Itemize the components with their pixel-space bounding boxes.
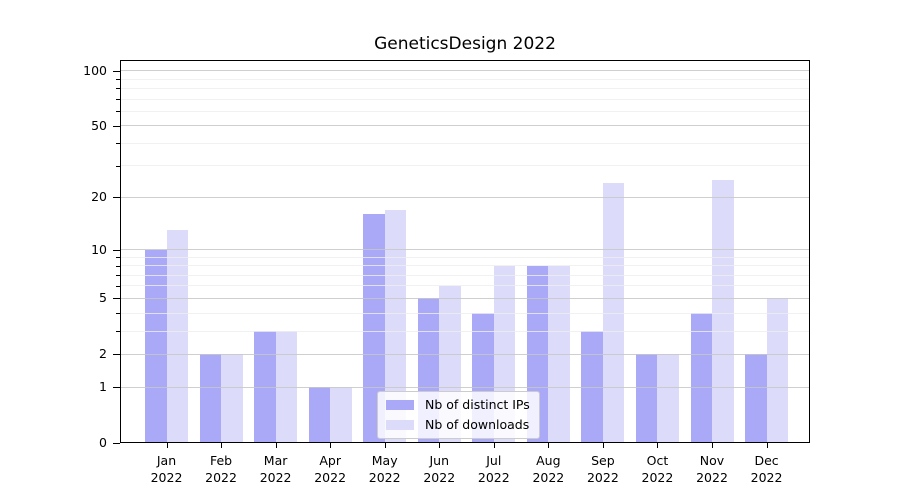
y-tick-label: 20 <box>91 189 107 205</box>
y-gridline-major <box>121 70 809 72</box>
y-tick-label: 5 <box>99 290 107 306</box>
x-tick-mark <box>384 443 386 448</box>
bar-oct-downloads <box>657 354 679 443</box>
y-gridline-minor <box>121 312 809 314</box>
y-gridline-minor <box>121 98 809 100</box>
y-tick-label: 100 <box>83 62 107 78</box>
bar-dec-distinct-ips <box>745 354 767 443</box>
y-tick-mark-minor <box>116 165 120 167</box>
x-tick-label-oct: Oct 2022 <box>641 453 674 485</box>
y-tick-mark <box>113 249 120 251</box>
x-tick-label-mar: Mar 2022 <box>259 453 292 485</box>
x-tick-label-apr: Apr 2022 <box>314 453 347 485</box>
y-gridline-major <box>121 125 809 127</box>
x-tick-label-aug: Aug 2022 <box>532 453 565 485</box>
y-gridline-minor <box>121 142 809 144</box>
bar-dec-downloads <box>766 298 789 443</box>
y-gridline-major <box>121 196 809 198</box>
y-tick-mark-minor <box>116 257 120 259</box>
y-tick-mark-minor <box>116 265 120 267</box>
y-gridline-minor <box>121 110 809 112</box>
y-tick-label: 2 <box>99 346 107 362</box>
x-tick-label-jun: Jun 2022 <box>423 453 456 485</box>
bar-jan-downloads <box>166 230 188 443</box>
y-tick-mark <box>113 298 120 300</box>
x-tick-mark <box>275 443 277 448</box>
y-gridline-minor <box>121 285 809 287</box>
x-tick-mark <box>166 443 168 448</box>
y-gridline-minor <box>121 330 809 332</box>
bar-feb-downloads <box>221 354 243 443</box>
x-tick-label-may: May 2022 <box>368 453 401 485</box>
y-tick-label: 50 <box>91 117 107 133</box>
y-gridline-minor <box>121 165 809 167</box>
y-tick-mark <box>113 125 120 127</box>
y-gridline-major <box>121 353 809 355</box>
y-tick-label: 1 <box>99 379 107 395</box>
bar-apr-distinct-ips <box>308 387 331 443</box>
x-tick-label-dec: Dec 2022 <box>750 453 783 485</box>
legend-swatch-downloads <box>386 419 414 430</box>
y-tick-mark <box>113 443 120 444</box>
chart-title: GeneticsDesign 2022 <box>374 34 556 54</box>
bar-may-downloads <box>384 209 407 443</box>
legend-row-distinct-ips: Nb of distinct IPs <box>386 396 530 413</box>
y-gridline-major <box>121 386 809 388</box>
legend-row-downloads: Nb of downloads <box>386 416 530 433</box>
x-tick-label-nov: Nov 2022 <box>696 453 728 485</box>
x-tick-label-jan: Jan 2022 <box>150 453 183 485</box>
x-tick-label-jul: Jul 2022 <box>477 453 510 485</box>
y-gridline-minor <box>121 256 809 258</box>
y-tick-mark-minor <box>116 143 120 145</box>
x-tick-label-sep: Sep 2022 <box>586 453 619 485</box>
y-tick-mark <box>113 354 120 356</box>
legend-label-downloads: Nb of downloads <box>425 417 530 432</box>
bar-jan-distinct-ips <box>145 249 167 443</box>
legend-label-distinct-ips: Nb of distinct IPs <box>425 397 530 412</box>
y-tick-mark-minor <box>116 88 120 90</box>
y-gridline-minor <box>121 265 809 267</box>
y-tick-mark-minor <box>116 331 120 333</box>
x-tick-mark <box>548 443 550 448</box>
bar-feb-distinct-ips <box>199 354 222 443</box>
bar-nov-distinct-ips <box>690 313 712 443</box>
y-tick-mark-minor <box>116 285 120 287</box>
y-gridline-minor <box>121 274 809 276</box>
x-tick-mark <box>493 443 495 448</box>
y-tick-mark-minor <box>116 313 120 315</box>
legend: Nb of distinct IPs Nb of downloads <box>377 391 540 439</box>
x-tick-label-feb: Feb 2022 <box>205 453 237 485</box>
y-tick-mark <box>113 70 120 72</box>
x-tick-mark <box>330 443 332 448</box>
legend-swatch-distinct-ips <box>386 399 414 410</box>
x-tick-mark <box>439 443 441 448</box>
y-tick-mark <box>113 197 120 199</box>
y-tick-mark <box>113 387 120 389</box>
x-tick-mark <box>221 443 223 448</box>
bar-apr-downloads <box>330 387 352 443</box>
bar-oct-distinct-ips <box>635 354 658 443</box>
y-tick-label: 0 <box>99 435 107 450</box>
x-tick-mark <box>602 443 604 448</box>
y-tick-mark-minor <box>116 79 120 80</box>
y-tick-mark-minor <box>116 275 120 277</box>
bar-may-distinct-ips <box>363 214 385 443</box>
y-gridline-major <box>121 249 809 250</box>
x-tick-mark <box>766 443 768 448</box>
y-gridline-major <box>121 297 809 299</box>
x-tick-mark <box>712 443 713 448</box>
y-tick-label: 10 <box>91 241 107 257</box>
bar-nov-downloads <box>712 180 734 443</box>
x-tick-mark <box>657 443 659 448</box>
y-tick-mark-minor <box>116 111 120 113</box>
y-gridline-minor <box>121 87 809 89</box>
y-gridline-minor <box>121 78 809 80</box>
y-tick-mark-minor <box>116 99 120 101</box>
